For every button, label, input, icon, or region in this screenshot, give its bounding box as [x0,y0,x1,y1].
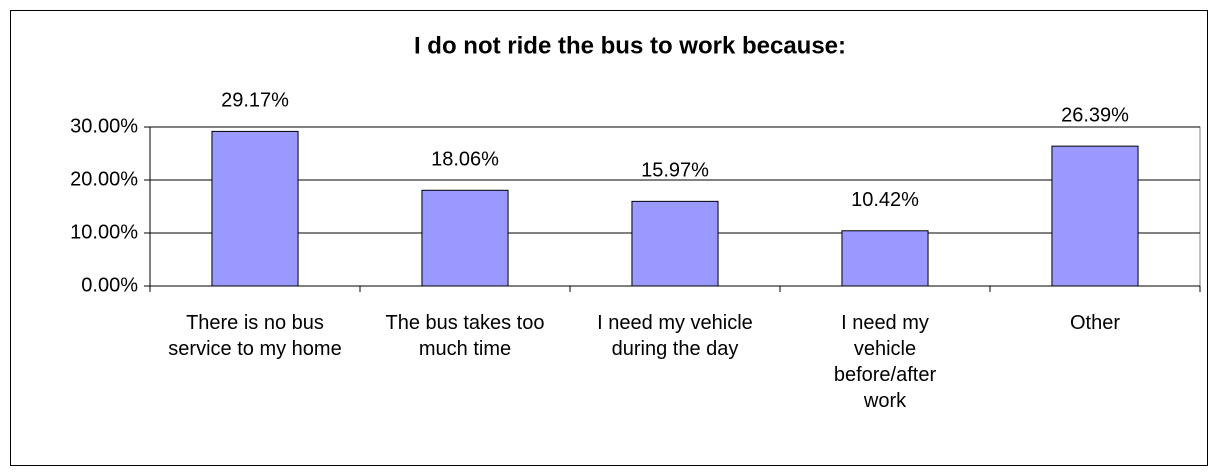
y-tick-label: 30.00% [70,115,138,137]
x-tick-label: I need my vehicle before/after work [833,312,937,412]
x-tick-label: There is no bus service to my home [168,312,342,360]
bar [631,200,719,287]
bar [1051,145,1139,287]
bar [211,130,299,287]
x-tick-label: I need my vehicle during the day [597,312,753,360]
value-label: 10.42% [851,189,919,211]
bar [841,230,929,287]
y-tick-label: 10.00% [70,221,138,243]
value-label: 15.97% [641,160,709,182]
x-tick-label: Other [1069,312,1121,334]
value-label: 26.39% [1061,104,1129,126]
y-tick-label: 20.00% [70,168,138,190]
chart-title: I do not ride the bus to work because: [414,32,846,59]
x-tick-label: The bus takes too much time [385,312,545,360]
value-label: 18.06% [431,149,499,171]
y-tick-label: 0.00% [81,274,138,296]
value-label: 29.17% [221,90,289,112]
bar [421,189,509,287]
